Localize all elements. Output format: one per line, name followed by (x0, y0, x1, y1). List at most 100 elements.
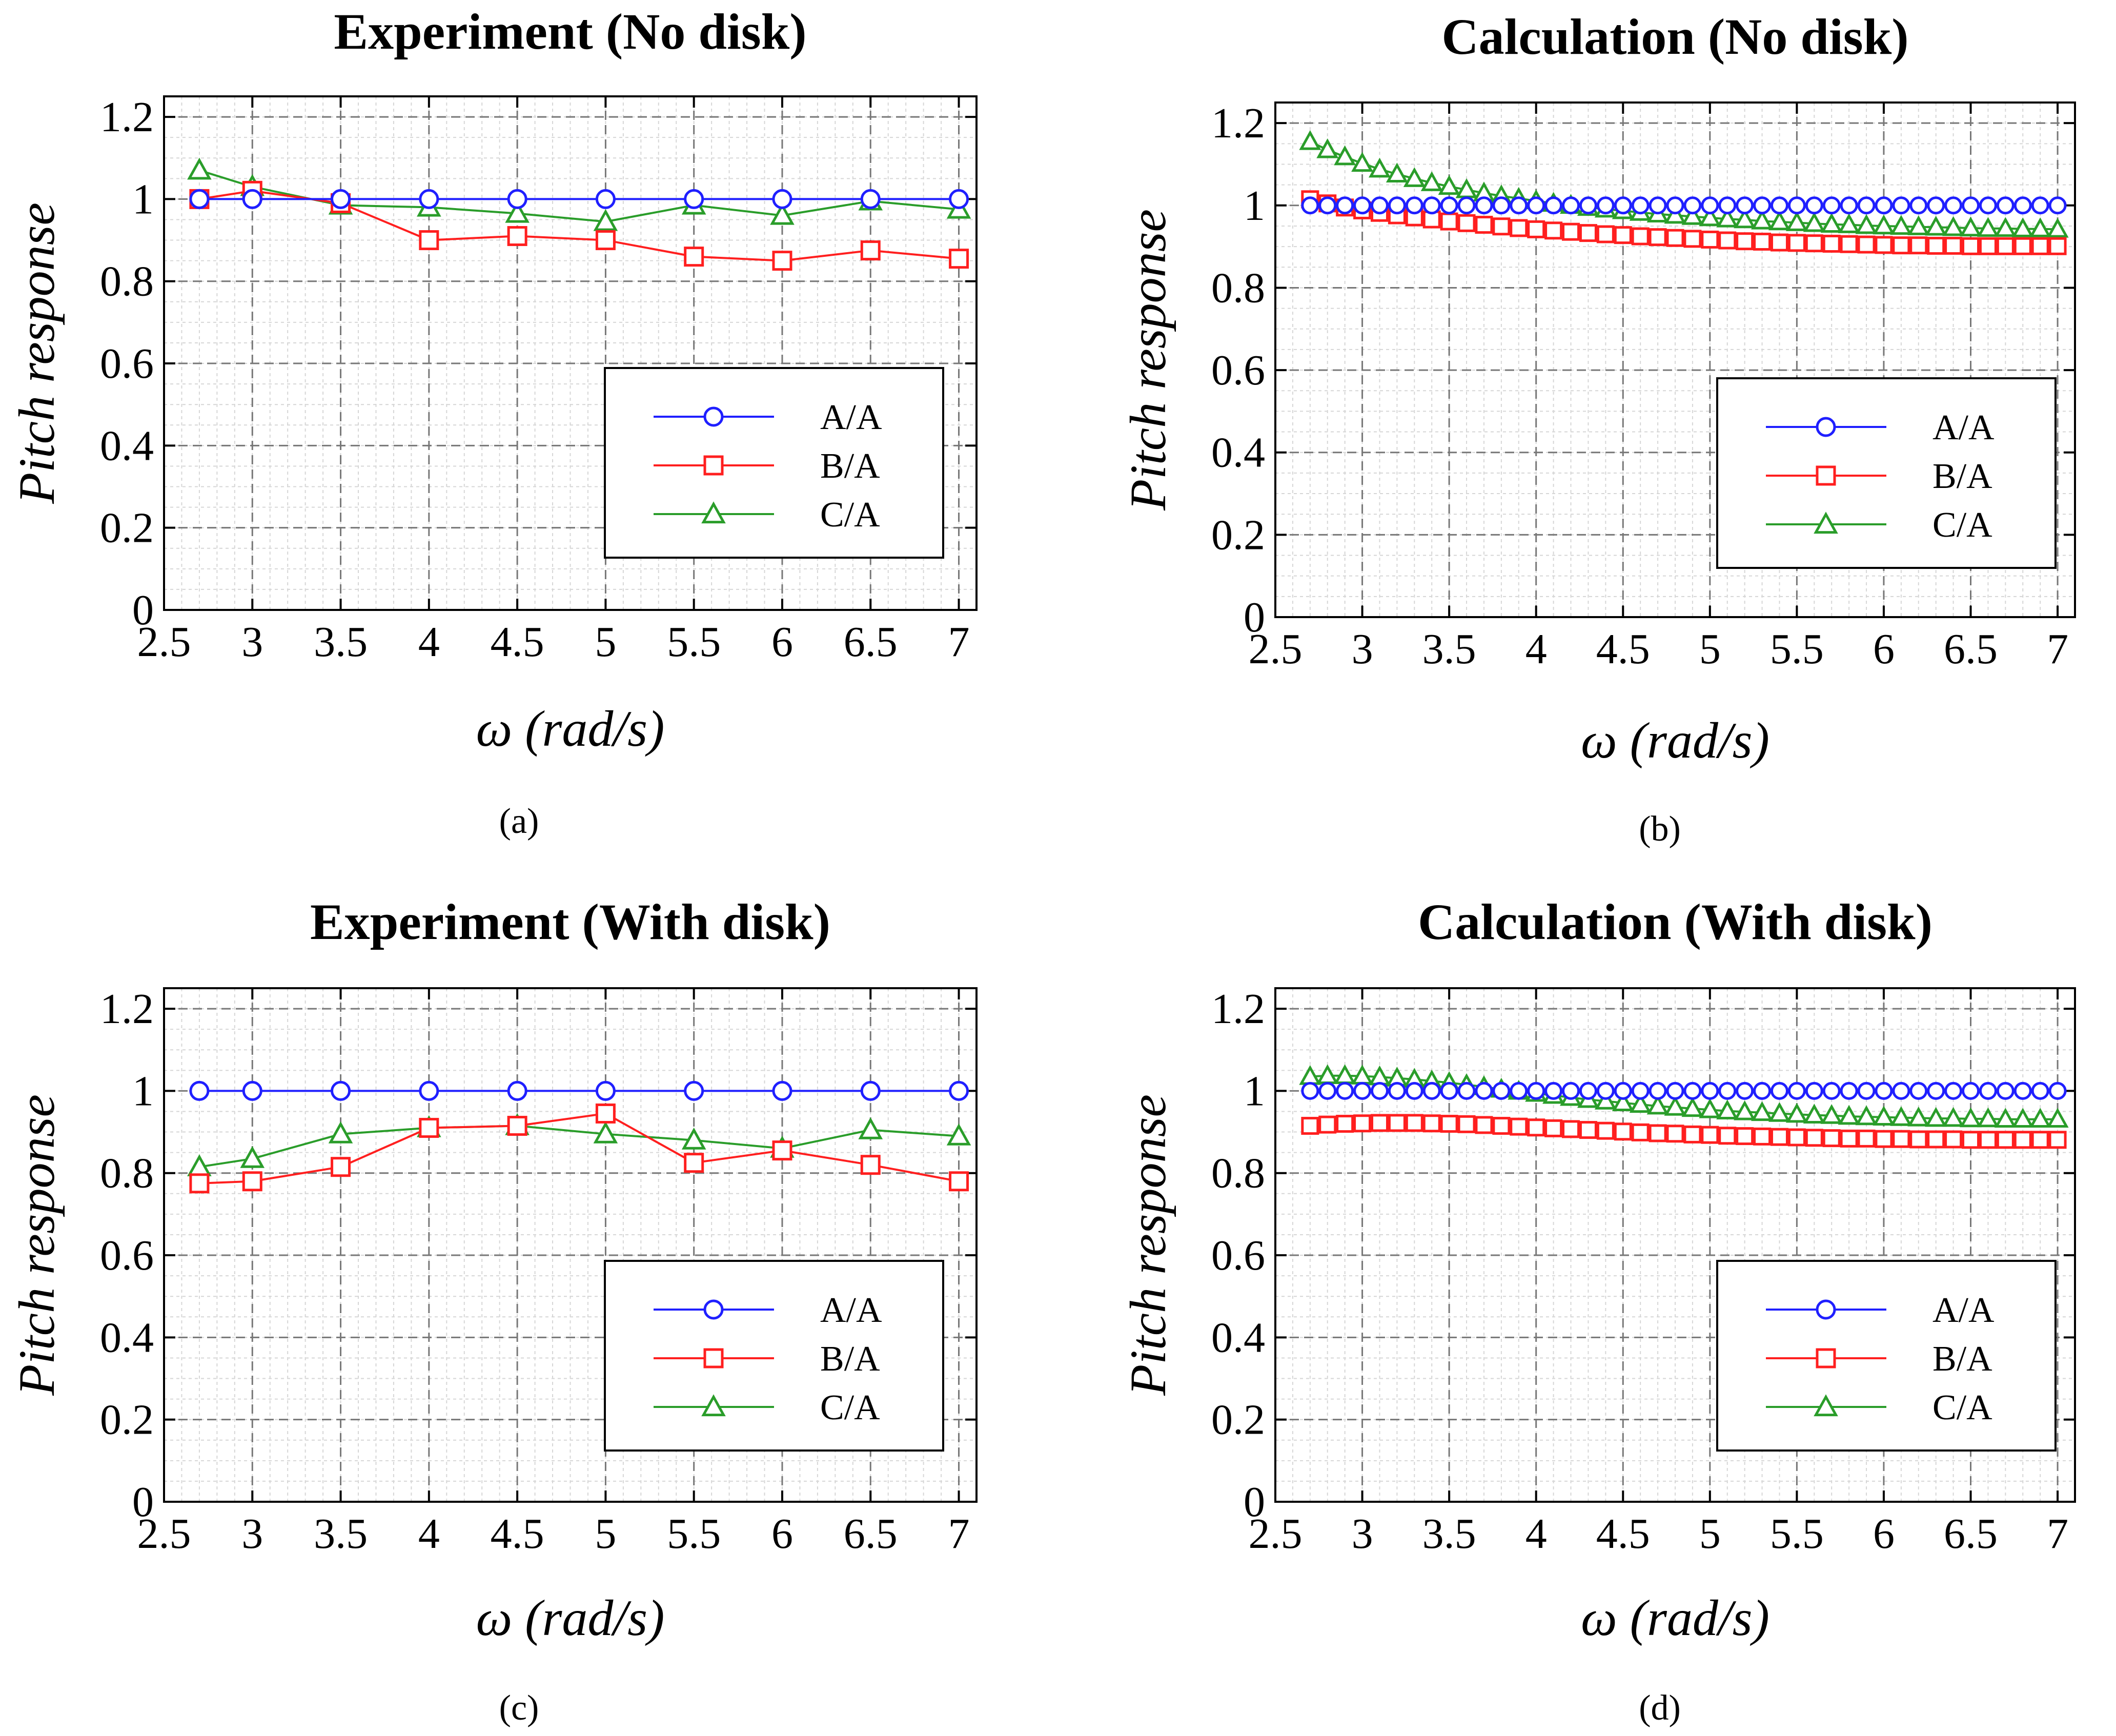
plot-frame (1274, 987, 2076, 1503)
data-point (1873, 1106, 1895, 1126)
x-tick-label: 6.5 (844, 618, 898, 666)
y-tick-label: 0.2 (1211, 511, 1265, 559)
data-point (1927, 1130, 1945, 1149)
data-point (1994, 217, 2017, 237)
data-point (860, 189, 881, 209)
data-point (1403, 167, 1426, 187)
y-tick-label: 0 (132, 1478, 154, 1526)
data-point (1944, 196, 1963, 215)
data-point (1979, 1131, 1997, 1149)
data-point (1736, 1081, 1754, 1100)
data-point (1579, 224, 1597, 242)
data-point (2013, 1081, 2032, 1100)
data-point (1562, 222, 1580, 241)
axis-ticks: 2.5 3 3.5 4 4.5 5 5.5 6 6.5 7 0 0.2 0.4 0.6 0.8 1 1.2 (1211, 99, 2075, 673)
data-point (1718, 231, 1737, 250)
legend-box (1716, 1260, 2057, 1452)
legend-marker (1816, 1348, 1836, 1369)
legend-label: C/A (1932, 505, 1992, 545)
data-point (1977, 1107, 1999, 1128)
data-point (1336, 1081, 1354, 1100)
data-point (1422, 196, 1441, 215)
data-point (1629, 1093, 1652, 1113)
y-tick-label: 0.6 (1211, 346, 1265, 394)
legend-box (1716, 377, 2057, 569)
data-point (1838, 213, 1860, 233)
data-point (507, 1080, 527, 1101)
y-tick-label: 0.6 (1211, 1232, 1265, 1279)
legend-label: B/A (1932, 1339, 1992, 1379)
data-point (595, 189, 616, 209)
y-tick-label: 0.6 (100, 1232, 154, 1279)
data-point (1996, 1081, 2015, 1100)
data-point (2046, 217, 2069, 238)
series-a-a (189, 1080, 969, 1101)
data-point (1718, 1081, 1737, 1100)
y-tick-label: 0.8 (100, 1150, 154, 1197)
legend-label: B/A (820, 1339, 880, 1379)
data-point (1544, 196, 1563, 215)
data-point (507, 1116, 527, 1136)
legend-label: A/A (820, 398, 882, 437)
legend-label: C/A (820, 1388, 880, 1427)
legend-marker (703, 406, 724, 427)
data-point (1787, 1081, 1806, 1100)
data-point (1699, 1098, 1721, 1118)
x-tick-label: 5.5 (1770, 1510, 1824, 1558)
legend-label: B/A (820, 446, 880, 486)
data-point (1927, 196, 1945, 215)
legend-label: C/A (820, 495, 880, 535)
data-point (1734, 208, 1756, 229)
x-tick-label: 5.5 (1770, 625, 1824, 673)
data-point (1388, 196, 1406, 215)
data-point (1753, 196, 1772, 215)
x-tick-label: 6 (1873, 625, 1895, 673)
data-point (1716, 207, 1739, 228)
x-tick-label: 4 (418, 1510, 440, 1558)
data-point (1544, 221, 1563, 240)
legend-marker (701, 501, 726, 524)
x-tick-label: 3.5 (1422, 1510, 1476, 1558)
data-point (1857, 1081, 1876, 1100)
data-point (1909, 236, 1928, 255)
data-point (1631, 196, 1650, 215)
data-point (1370, 1114, 1389, 1132)
legend-label: C/A (1932, 1388, 1992, 1427)
series-line (199, 1125, 959, 1168)
legend-marker (703, 1348, 724, 1369)
data-point (189, 189, 210, 209)
data-point (2029, 1108, 2051, 1128)
data-point (1475, 1116, 1493, 1134)
data-point (242, 1171, 262, 1192)
data-point (1301, 1117, 1319, 1135)
data-point (1979, 196, 1997, 215)
data-point (684, 1153, 704, 1173)
data-point (1701, 1126, 1719, 1144)
data-point (772, 189, 792, 209)
data-point (1787, 234, 1806, 252)
data-point (1805, 234, 1823, 253)
data-point (1388, 1081, 1406, 1100)
data-point (2013, 237, 2032, 255)
data-point (1875, 196, 1893, 215)
legend-box (604, 1260, 944, 1452)
data-point (1420, 171, 1443, 191)
data-point (1716, 1099, 1739, 1119)
data-point (1631, 1081, 1650, 1100)
x-tick-label: 3 (1352, 1510, 1373, 1558)
data-point (1803, 1104, 1825, 1124)
data-point (2048, 237, 2067, 255)
data-point (1875, 1130, 1893, 1148)
data-point (507, 189, 527, 209)
data-point (1596, 225, 1615, 243)
legend-box (604, 367, 944, 559)
data-point (860, 1080, 881, 1101)
plot-frame (163, 987, 978, 1503)
x-tick-label: 2.5 (137, 618, 191, 666)
data-point (1942, 1107, 1965, 1127)
data-point (1751, 1101, 1774, 1121)
data-point (1855, 214, 1878, 234)
data-point (1892, 236, 1910, 255)
data-point (1336, 1115, 1354, 1133)
x-axis-label: ω (rad/s) (1581, 1589, 1769, 1646)
